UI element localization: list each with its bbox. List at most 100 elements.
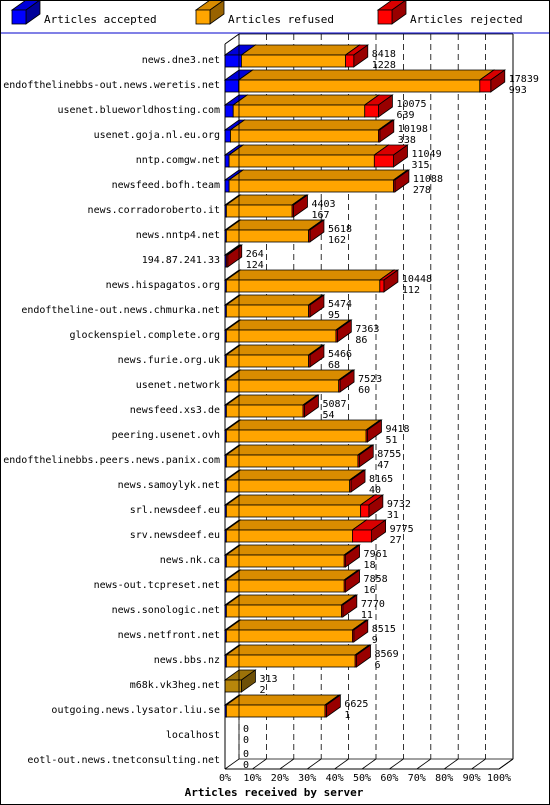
- bar-rejected: [353, 644, 372, 668]
- category-label: usenet.goja.nl.eu.org: [94, 130, 220, 141]
- tick-label: 40%: [326, 773, 344, 784]
- bar-refused: [225, 469, 365, 493]
- value-label-second: 60: [358, 385, 370, 396]
- category-label: news.nntp4.net: [136, 230, 220, 241]
- value-label-second: 0: [243, 735, 249, 746]
- tick-label: 60%: [380, 773, 398, 784]
- value-label-second: 993: [509, 85, 527, 96]
- legend-label-accepted: Articles accepted: [44, 13, 157, 26]
- value-label-total: 264: [246, 249, 264, 260]
- bar-rejected: [342, 569, 361, 593]
- bar-rejected: [307, 219, 326, 243]
- value-label-second: 40: [369, 485, 381, 496]
- tick-mark: [334, 758, 349, 770]
- row-16: endofthelinebbs.peers.news.panix.com 8755…: [3, 444, 401, 471]
- value-label-total: 5618: [328, 224, 352, 235]
- value-label-total: 8418: [372, 49, 396, 60]
- category-label: endofthelinebbs-out.news.weretis.net: [3, 80, 220, 91]
- value-label-total: 8755: [377, 449, 401, 460]
- value-label-second: 9: [372, 635, 378, 646]
- tick-label: 50%: [353, 773, 371, 784]
- bar-rejected: [344, 44, 370, 68]
- category-label: glockenspiel.complete.org: [69, 330, 220, 341]
- bar-refused: [225, 619, 368, 643]
- value-label-second: 1: [344, 710, 350, 721]
- category-label: news.hispagatos.org: [106, 280, 220, 291]
- value-label-second: 47: [377, 460, 389, 471]
- row-1: endofthelinebbs-out.news.weretis.net 1783…: [3, 69, 539, 96]
- category-label: news.nk.ca: [160, 555, 220, 566]
- value-label-total: 0: [243, 724, 249, 735]
- value-label-second: 54: [322, 410, 334, 421]
- value-label-total: 8515: [372, 624, 396, 635]
- bar-rejected: [351, 519, 387, 543]
- bar-refused: [225, 369, 354, 393]
- value-label-total: 9732: [387, 499, 411, 510]
- bar-rejected: [337, 369, 356, 393]
- bar-refused: [229, 119, 394, 143]
- x-axis: 0% 10% 20% 30% 40% 50% 60% 70% 80% 90% 100%: [219, 33, 514, 784]
- value-label-second: 18: [364, 560, 376, 571]
- bar-rejected: [334, 319, 353, 343]
- plot-area: news.dne3.net84181228endofthelinebbs-out…: [3, 33, 539, 771]
- tick-mark: [471, 758, 486, 770]
- legend-label-rejected: Articles rejected: [410, 13, 523, 26]
- value-label-second: 31: [387, 510, 399, 521]
- value-label-second: 0: [243, 760, 249, 771]
- value-label-second: 162: [328, 235, 346, 246]
- tick-label: 10%: [243, 773, 261, 784]
- bar-zero_total: [223, 669, 257, 693]
- bar-refused: [225, 694, 341, 718]
- category-label: srl.newsdeef.eu: [130, 505, 220, 516]
- bar-refused: [225, 219, 324, 243]
- legend-swatch-rejected: [376, 0, 407, 25]
- category-label: news.sonologic.net: [112, 605, 220, 616]
- bar-refused: [225, 544, 360, 568]
- value-label-total: 0: [243, 749, 249, 760]
- bar-refused: [231, 94, 380, 118]
- category-label: 194.87.241.33: [142, 255, 220, 266]
- tick-mark: [443, 758, 459, 770]
- bar-rejected: [392, 169, 411, 193]
- value-label-total: 6625: [344, 699, 368, 710]
- bar-refused: [237, 69, 496, 93]
- bar-rejected: [373, 144, 409, 168]
- tick-mark: [416, 758, 432, 770]
- tick-mark: [306, 758, 322, 770]
- bar-rejected: [377, 119, 396, 143]
- value-label-second: 124: [246, 260, 264, 271]
- bar-rejected: [307, 294, 326, 318]
- value-label-total: 8165: [369, 474, 393, 485]
- legend-swatch-accepted: [10, 0, 41, 25]
- category-label: news.samoylyk.net: [118, 480, 220, 491]
- value-label-total: 7961: [364, 549, 388, 560]
- value-label-total: 5474: [328, 299, 352, 310]
- tick-mark: [389, 758, 404, 770]
- category-label: news.netfront.net: [118, 630, 220, 641]
- row-27: localhost 00: [166, 724, 249, 746]
- bar-rejected: [342, 544, 361, 568]
- category-label: newsfeed.bofh.team: [112, 180, 220, 191]
- bar-rejected: [359, 494, 385, 518]
- value-label-second: 1228: [372, 60, 396, 71]
- value-label-second: 68: [328, 360, 340, 371]
- bar-rejected: [378, 269, 400, 293]
- tick-label: 90%: [463, 773, 481, 784]
- value-label-total: 10448: [402, 274, 432, 285]
- bar-refused: [240, 44, 361, 68]
- value-label-total: 11088: [413, 174, 443, 185]
- value-label-total: 7770: [361, 599, 385, 610]
